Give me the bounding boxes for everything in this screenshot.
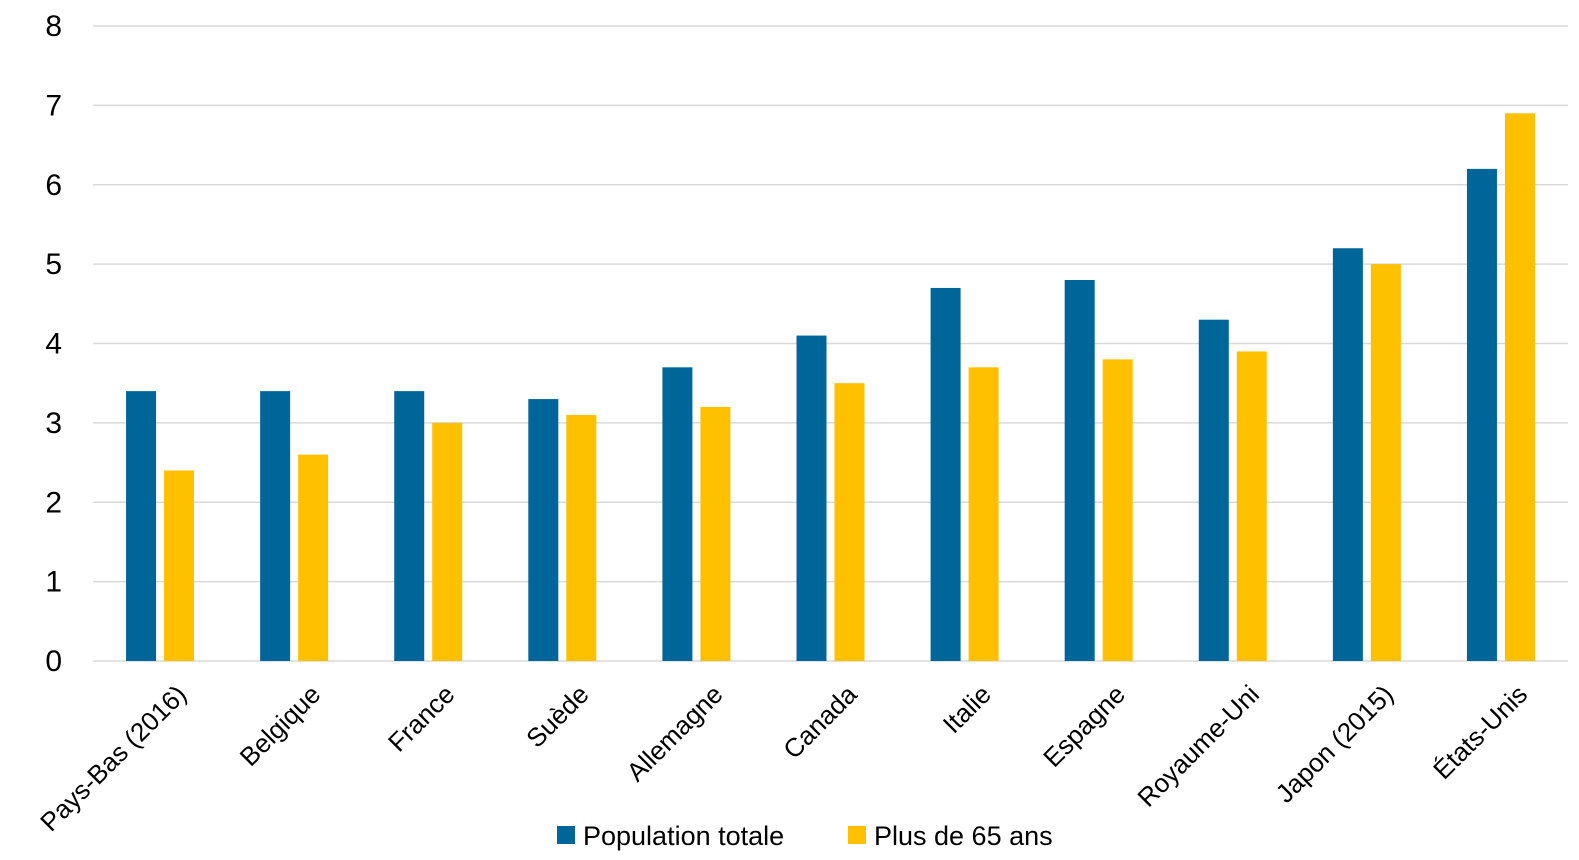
bar-plus-de-65-ans (968, 367, 999, 661)
bar-population-totale (260, 391, 291, 661)
bar-population-totale (1466, 168, 1497, 661)
bar-plus-de-65-ans (298, 454, 329, 661)
y-tick-label: 8 (45, 10, 62, 43)
bar-population-totale (528, 399, 559, 661)
legend-label: Population totale (583, 821, 784, 851)
y-tick-label: 1 (45, 566, 62, 599)
legend-swatch (557, 826, 575, 844)
y-tick-label: 6 (45, 169, 62, 202)
x-tick-label: France (382, 679, 460, 757)
x-tick-label: Suède (520, 679, 594, 753)
y-tick-label: 2 (45, 486, 62, 519)
bar-population-totale (1332, 248, 1363, 661)
x-tick-label: Belgique (234, 679, 327, 772)
x-tick-label: Allemagne (621, 679, 729, 787)
legend: Population totale Plus de 65 ans (557, 821, 1053, 851)
bar-population-totale (1064, 280, 1095, 661)
y-tick-label: 0 (45, 645, 62, 678)
bar-plus-de-65-ans (1236, 351, 1267, 661)
x-tick-label: Japon (2015) (1270, 679, 1400, 809)
x-tick-label: États-Unis (1427, 679, 1533, 785)
bar-plus-de-65-ans (1102, 359, 1133, 661)
bar-population-totale (662, 367, 693, 661)
bar-population-totale (1198, 319, 1229, 661)
y-tick-label: 4 (45, 328, 62, 361)
bar-plus-de-65-ans (1370, 264, 1401, 661)
bar-plus-de-65-ans (432, 422, 463, 661)
x-tick-label: Royaume-Uni (1131, 679, 1265, 813)
x-axis-ticks: Pays-Bas (2016) Belgique France Suède Allema… (34, 679, 1533, 838)
x-tick-label: Espagne (1037, 679, 1131, 773)
bar-plus-de-65-ans (164, 470, 195, 661)
legend-label: Plus de 65 ans (874, 821, 1053, 851)
y-tick-label: 5 (45, 248, 62, 281)
y-tick-label: 3 (45, 407, 62, 440)
bar-plus-de-65-ans (566, 414, 597, 661)
bar-plus-de-65-ans (834, 383, 865, 661)
gridlines (93, 25, 1568, 662)
bar-population-totale (930, 287, 961, 661)
x-tick-label: Pays-Bas (2016) (34, 679, 192, 837)
y-tick-label: 7 (45, 89, 62, 122)
bar-population-totale (126, 391, 157, 661)
legend-swatch (848, 826, 866, 844)
bar-population-totale (394, 391, 425, 661)
bar-plus-de-65-ans (700, 407, 731, 661)
bar-population-totale (796, 335, 827, 661)
bars (126, 113, 1535, 661)
x-tick-label: Canada (777, 679, 863, 765)
x-tick-label: Italie (937, 679, 997, 739)
y-axis-ticks: 0 1 2 3 4 5 6 7 8 (45, 10, 62, 678)
bar-plus-de-65-ans (1504, 113, 1535, 661)
